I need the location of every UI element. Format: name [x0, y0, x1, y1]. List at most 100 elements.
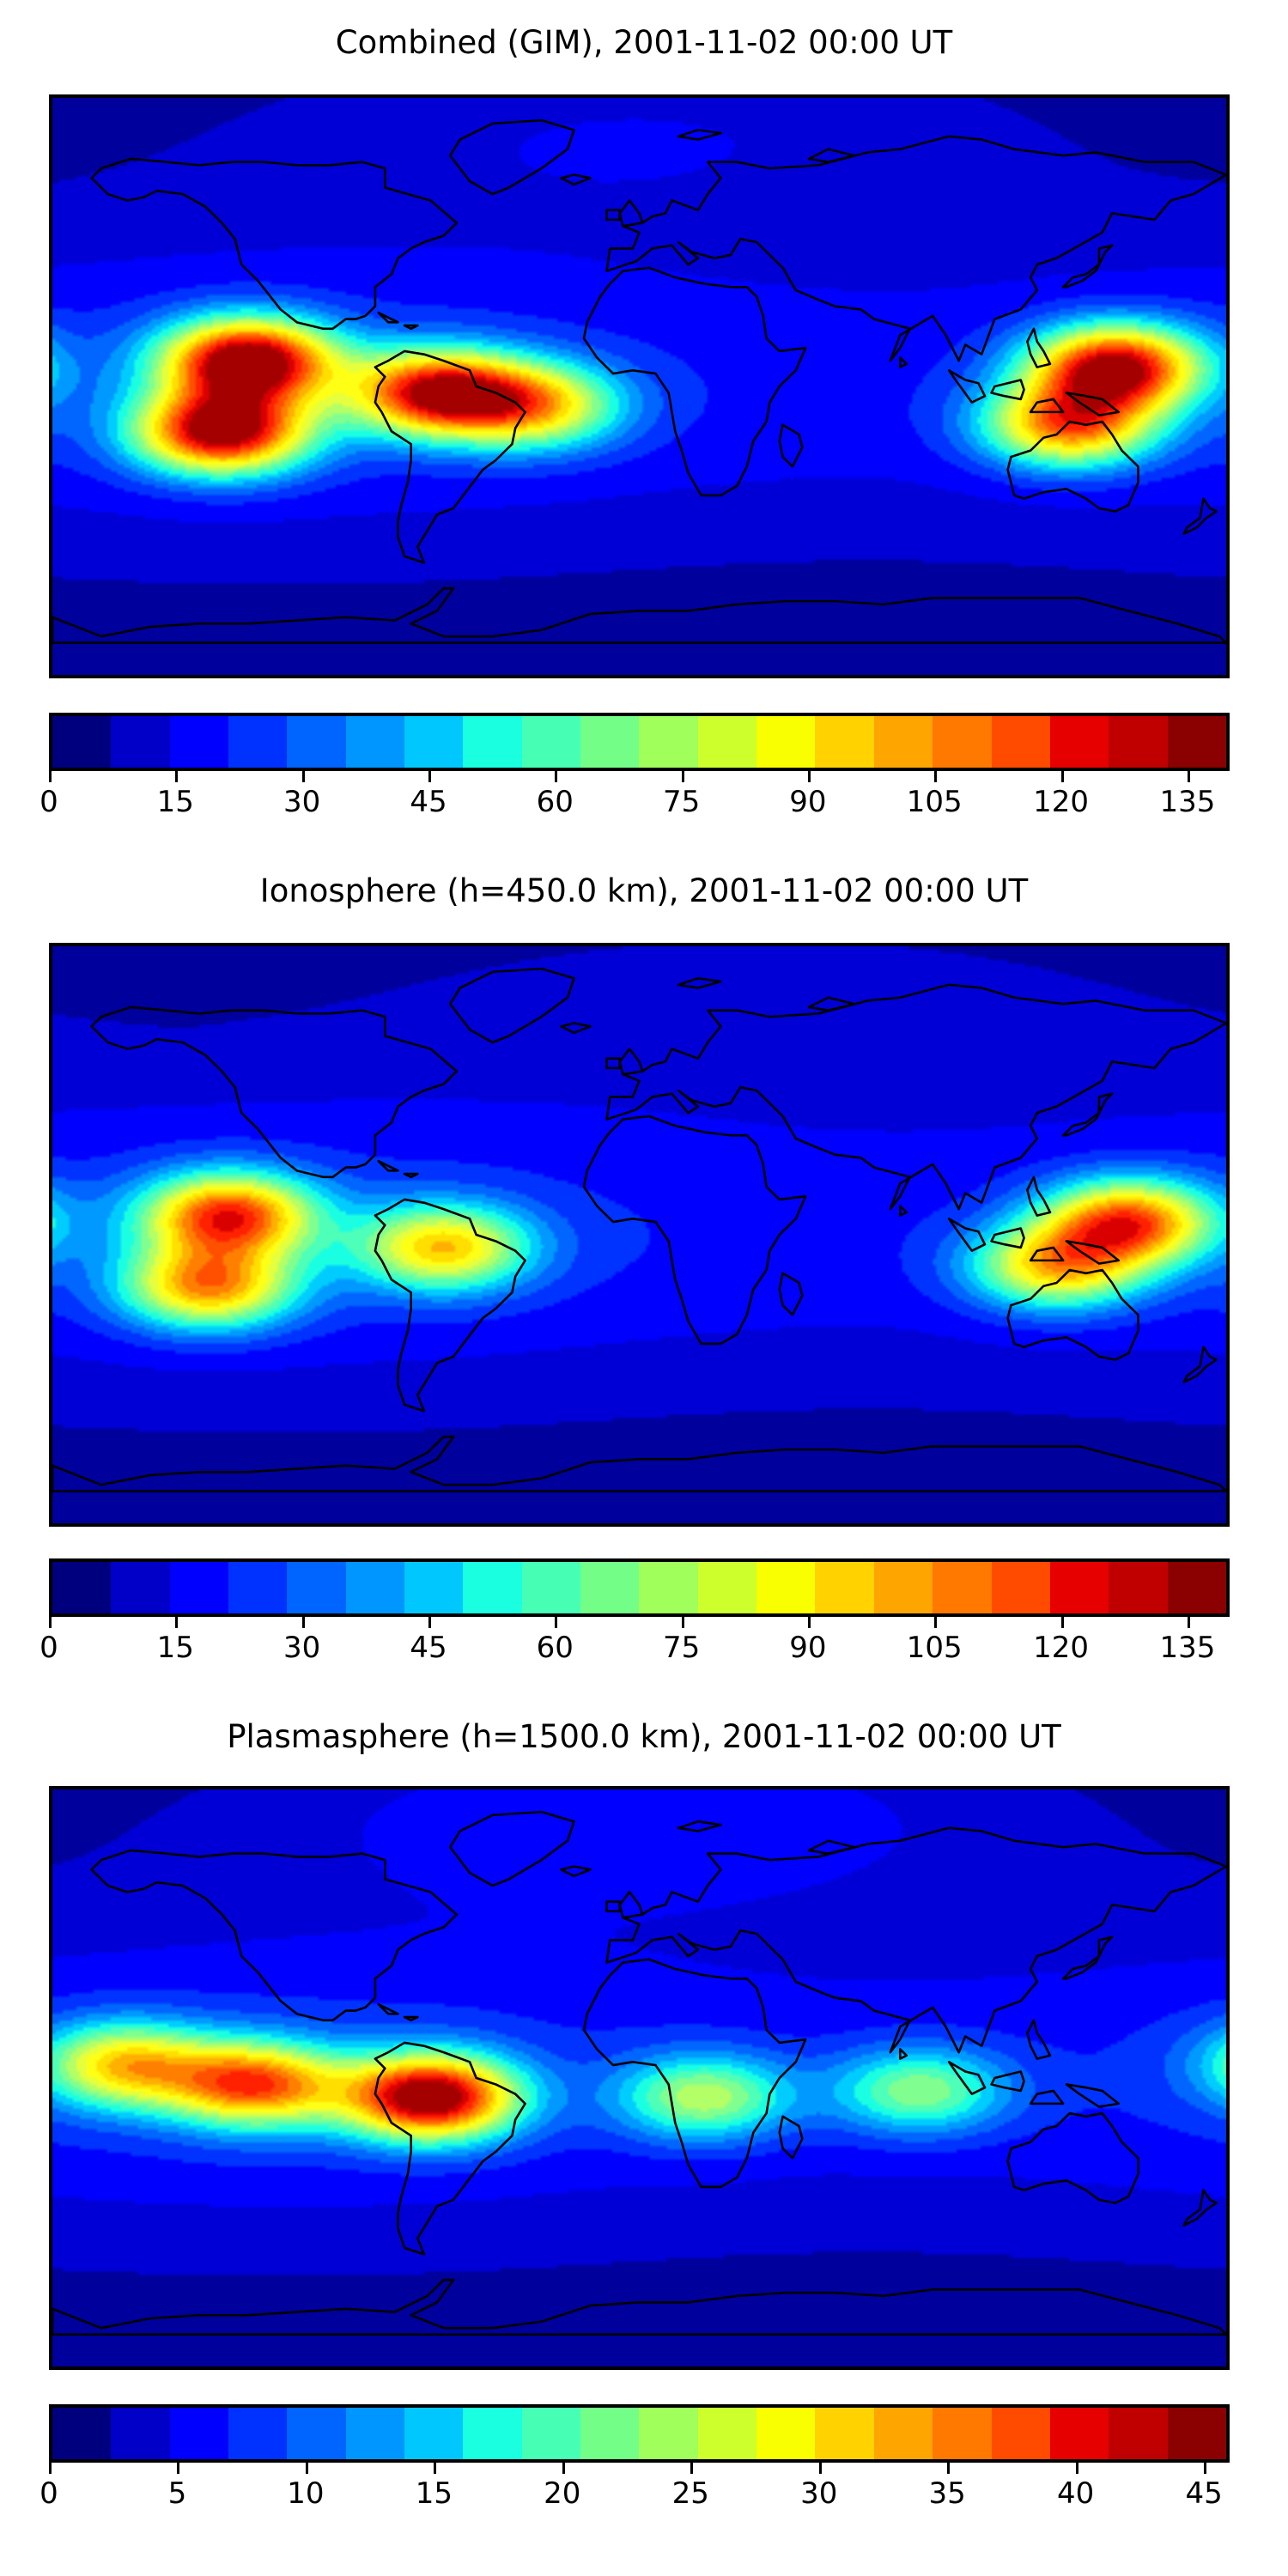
coastline-path — [52, 2280, 1226, 2334]
colorbar-tick-label: 105 — [906, 1631, 963, 1665]
panel-ionosphere: Ionosphere (h=450.0 km), 2001-11-02 00:0… — [0, 848, 1288, 1707]
colorbar-tick-label: 60 — [536, 1631, 574, 1665]
colorbar-tick — [807, 1617, 811, 1628]
colorbar-segment — [1049, 1562, 1109, 1613]
colorbar-tick-label: 75 — [662, 785, 701, 819]
colorbar-tick-label: 90 — [789, 785, 827, 819]
coastline-path — [678, 978, 720, 987]
coastline-path — [1063, 246, 1112, 288]
coastline-path — [450, 120, 574, 194]
colorbar-segment — [169, 716, 229, 768]
colorbar-tick-label: 30 — [283, 785, 321, 819]
colorbar-segment — [463, 1562, 522, 1613]
colorbar-tick — [428, 771, 431, 782]
colorbar-segment — [228, 716, 288, 768]
colorbar-tick-label: 45 — [410, 785, 447, 819]
colorbar-segment — [697, 716, 757, 768]
colorbar-segment — [52, 2408, 112, 2459]
colorbar-tick — [1187, 771, 1190, 782]
colorbar-segment — [639, 1562, 698, 1613]
colorbar-segment — [1167, 716, 1226, 768]
coastline-path — [607, 985, 1226, 1209]
coastline-path — [375, 351, 526, 562]
coastline-path — [1184, 2190, 1217, 2226]
colorbar-tick — [177, 2463, 180, 2474]
colorbar-segment — [933, 2408, 992, 2459]
colorbar-segment — [287, 1562, 346, 1613]
coastline-path — [678, 1821, 720, 1831]
colorbar-tick — [434, 2463, 437, 2474]
coastline-path — [92, 159, 457, 329]
colorbar-segment — [991, 2408, 1050, 2459]
colorbar-tick — [681, 1617, 684, 1628]
colorbar-segment — [404, 2408, 464, 2459]
map-field-ionosphere — [52, 946, 1226, 1523]
colorbar-tick — [1075, 2463, 1078, 2474]
colorbar-tick — [1060, 771, 1064, 782]
coastline-path — [1027, 1177, 1050, 1216]
colorbar-gradient — [49, 713, 1230, 771]
coastline-overlay — [52, 1789, 1226, 2366]
coastline-path — [379, 2004, 398, 2014]
colorbar-segment — [287, 716, 346, 768]
colorbar-tick-label: 0 — [39, 785, 58, 819]
coastline-path — [1027, 2020, 1050, 2059]
colorbar-segment — [287, 2408, 346, 2459]
colorbar-tick-label: 30 — [800, 2476, 838, 2511]
coastline-path — [561, 1867, 590, 1876]
colorbar-segment — [639, 716, 698, 768]
tec-contour-field — [52, 946, 1226, 1523]
colorbar-segment — [815, 1562, 874, 1613]
colorbar-segment — [169, 2408, 229, 2459]
colorbar-tick-label: 105 — [906, 785, 963, 819]
coastline-path — [450, 969, 574, 1042]
coastline-path — [1184, 499, 1217, 534]
colorbar-tick — [562, 2463, 565, 2474]
colorbar-segment — [111, 1562, 170, 1613]
colorbar-segment — [756, 1562, 816, 1613]
coastline-path — [561, 175, 590, 185]
coastline-path — [1063, 1094, 1112, 1136]
colorbar-segment — [580, 716, 640, 768]
colorbar-tick — [49, 771, 52, 782]
coastline-path — [404, 325, 417, 329]
coastline-path — [1027, 329, 1050, 368]
colorbar-tick — [175, 771, 179, 782]
coastline-path — [92, 1850, 457, 2020]
coastline-path — [1066, 392, 1119, 415]
colorbar-tick-label: 0 — [39, 1631, 58, 1665]
map-axes-plasmasphere — [49, 1786, 1230, 2370]
colorbar-tick — [1187, 1617, 1190, 1628]
colorbar-segment — [404, 1562, 464, 1613]
colorbar-segment — [463, 2408, 522, 2459]
colorbar-segment — [228, 1562, 288, 1613]
colorbar-segment — [52, 716, 112, 768]
colorbar-tick-label: 90 — [789, 1631, 827, 1665]
tec-raster — [52, 946, 1226, 1523]
panel-title-plasmasphere: Plasmasphere (h=1500.0 km), 2001-11-02 0… — [227, 1718, 1061, 1755]
colorbar-segment — [873, 1562, 933, 1613]
coastline-overlay — [52, 98, 1226, 675]
coastline-path — [52, 588, 1226, 642]
colorbar-tick — [690, 2463, 694, 2474]
colorbar-tick-label: 30 — [283, 1631, 321, 1665]
colorbar-tick-labels: 0 5 10 15 20 25 30 35 40 45 — [39, 2475, 1230, 2514]
colorbar-tick — [934, 771, 938, 782]
coastline-path — [1008, 1270, 1139, 1360]
coastline-path — [1030, 399, 1063, 412]
map-axes-ionosphere — [49, 943, 1230, 1527]
colorbar-tick — [947, 2463, 951, 2474]
colorbar-segment — [521, 2408, 581, 2459]
colorbar-segment — [873, 2408, 933, 2459]
panel-title-ionosphere: Ionosphere (h=450.0 km), 2001-11-02 00:0… — [259, 872, 1029, 909]
panel-combined-gim: Combined (GIM), 2001-11-02 00:00 UT 0 15 3… — [0, 0, 1288, 859]
coastline-path — [379, 313, 398, 322]
colorbar-tick — [818, 2463, 822, 2474]
colorbar-segment — [815, 716, 874, 768]
colorbar-segment — [52, 1562, 112, 1613]
coastline-path — [780, 425, 803, 467]
colorbar-segment — [991, 1562, 1050, 1613]
colorbar-tick — [807, 771, 811, 782]
coastline-path — [404, 2017, 417, 2020]
